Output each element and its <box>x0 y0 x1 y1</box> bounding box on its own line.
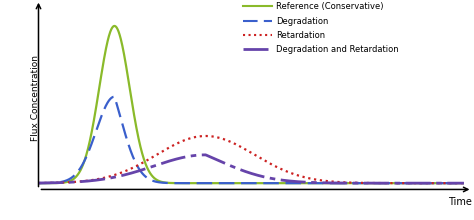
Text: Time: Time <box>448 197 473 207</box>
Y-axis label: Flux Concentration: Flux Concentration <box>31 55 40 141</box>
Legend: Reference (Conservative), Degradation, Retardation, Degradation and Retardation: Reference (Conservative), Degradation, R… <box>243 2 399 54</box>
